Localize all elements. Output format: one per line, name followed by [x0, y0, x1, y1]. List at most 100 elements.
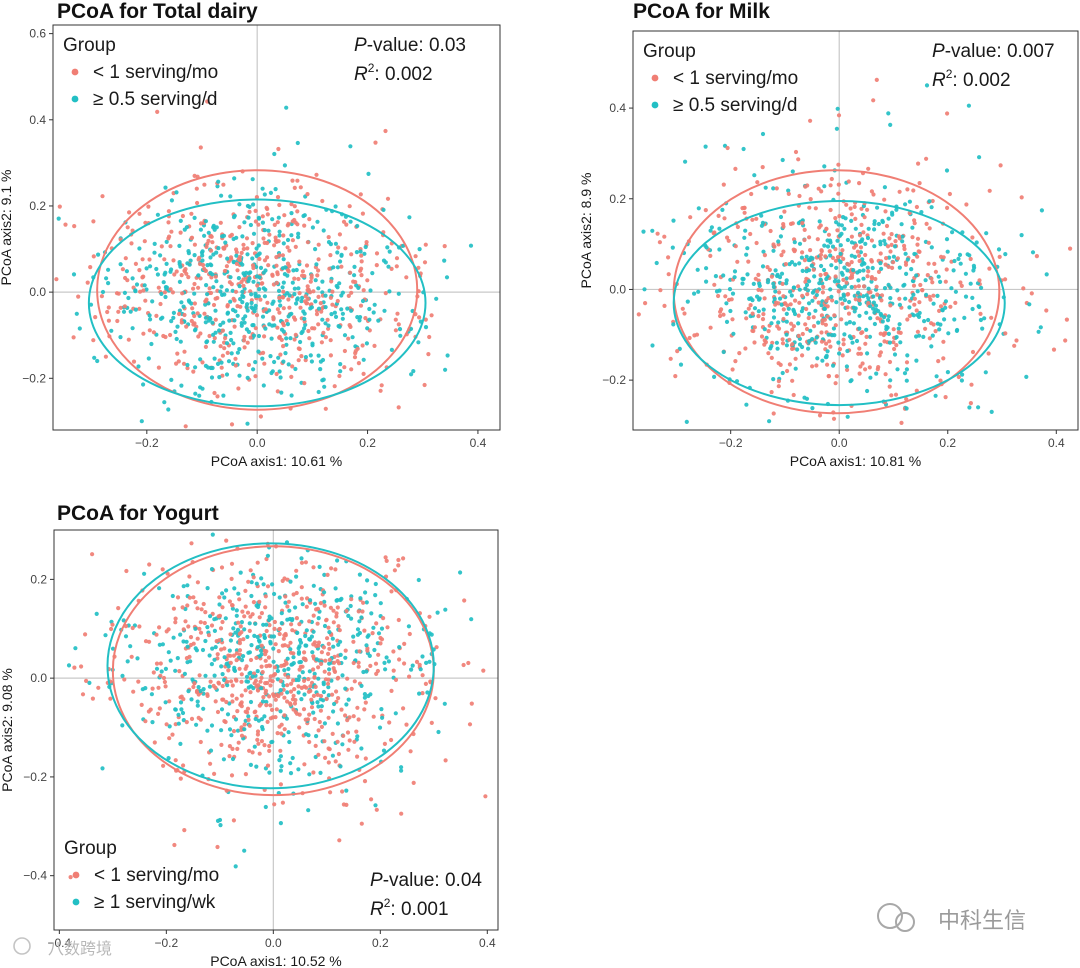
point-series-2: [326, 323, 331, 328]
point-series-2: [348, 603, 353, 609]
point-series-1: [866, 166, 871, 171]
point-series-1: [352, 739, 357, 744]
point-series-2: [240, 262, 245, 267]
point-series-1: [292, 687, 297, 692]
point-series-1: [867, 365, 872, 370]
point-series-2: [915, 312, 920, 318]
point-series-2: [246, 271, 252, 276]
point-series-1: [833, 258, 839, 263]
point-series-2: [247, 204, 252, 209]
point-series-2: [315, 219, 320, 224]
point-series-1: [289, 622, 294, 627]
point-series-2: [678, 362, 684, 367]
point-series-2: [214, 225, 219, 230]
point-series-2: [192, 253, 197, 258]
point-series-1: [307, 712, 312, 717]
point-series-2: [984, 231, 989, 236]
point-series-2: [279, 764, 284, 769]
point-series-2: [228, 299, 233, 304]
point-series-1: [790, 221, 795, 226]
point-series-2: [789, 293, 794, 298]
point-series-1: [306, 328, 311, 334]
point-series-1: [259, 739, 264, 744]
point-series-1: [917, 249, 922, 254]
point-series-1: [314, 172, 319, 177]
point-series-2: [842, 284, 848, 289]
point-series-1: [881, 231, 886, 236]
point-series-1: [83, 632, 88, 637]
point-series-1: [325, 572, 330, 578]
point-series-2: [262, 228, 267, 233]
point-series-1: [427, 334, 432, 340]
point-series-1: [238, 624, 243, 629]
point-series-1: [312, 716, 317, 722]
point-series-1: [151, 330, 156, 335]
point-series-2: [155, 272, 160, 277]
point-series-2: [216, 179, 221, 184]
point-series-2: [294, 574, 299, 579]
point-series-1: [708, 325, 713, 330]
point-series-1: [892, 346, 897, 352]
point-series-1: [790, 342, 795, 347]
point-series-2: [266, 617, 272, 623]
point-series-2: [771, 377, 776, 382]
point-series-2: [342, 333, 348, 338]
point-series-2: [202, 233, 207, 238]
point-series-1: [224, 264, 229, 269]
point-series-1: [987, 266, 992, 271]
point-series-2: [322, 590, 327, 595]
point-series-2: [212, 657, 217, 662]
point-series-1: [251, 265, 256, 271]
point-series-1: [941, 356, 946, 361]
point-series-1: [796, 157, 801, 162]
point-series-1: [300, 664, 305, 669]
point-series-2: [396, 291, 401, 296]
point-series-2: [340, 316, 345, 321]
point-series-1: [319, 650, 324, 655]
point-series-2: [897, 322, 902, 327]
point-series-1: [346, 747, 351, 752]
point-series-1: [291, 592, 296, 597]
point-series-1: [828, 344, 833, 349]
point-series-2: [257, 639, 262, 644]
point-series-1: [110, 622, 115, 627]
point-series-2: [327, 661, 332, 666]
point-series-1: [180, 605, 185, 610]
point-series-1: [793, 149, 799, 155]
point-series-1: [399, 811, 404, 816]
point-series-2: [173, 668, 178, 673]
point-series-2: [193, 626, 198, 631]
point-series-1: [234, 651, 239, 656]
point-series-1: [143, 639, 149, 644]
point-series-1: [265, 584, 271, 589]
point-series-1: [876, 269, 882, 274]
point-series-1: [866, 269, 871, 274]
legend-title: Group: [643, 41, 696, 62]
point-series-2: [844, 276, 849, 281]
point-series-1: [849, 234, 855, 239]
point-series-1: [255, 688, 261, 693]
point-series-2: [436, 729, 441, 735]
point-series-2: [219, 360, 224, 365]
point-series-1: [863, 341, 868, 346]
point-series-1: [157, 706, 162, 711]
point-series-1: [895, 256, 901, 261]
point-series-2: [892, 352, 898, 357]
point-series-1: [302, 678, 307, 684]
point-series-2: [182, 671, 187, 677]
point-series-2: [763, 185, 768, 190]
point-series-1: [268, 703, 273, 708]
point-series-1: [156, 365, 161, 370]
point-series-1: [248, 690, 253, 695]
point-series-1: [76, 294, 81, 299]
point-series-1: [329, 279, 334, 284]
point-series-1: [365, 278, 370, 283]
point-series-1: [349, 367, 354, 372]
point-series-2: [227, 318, 232, 323]
point-series-2: [250, 177, 255, 182]
point-series-1: [220, 353, 225, 358]
point-series-1: [833, 274, 838, 279]
point-series-2: [288, 312, 293, 317]
point-series-2: [275, 668, 280, 674]
